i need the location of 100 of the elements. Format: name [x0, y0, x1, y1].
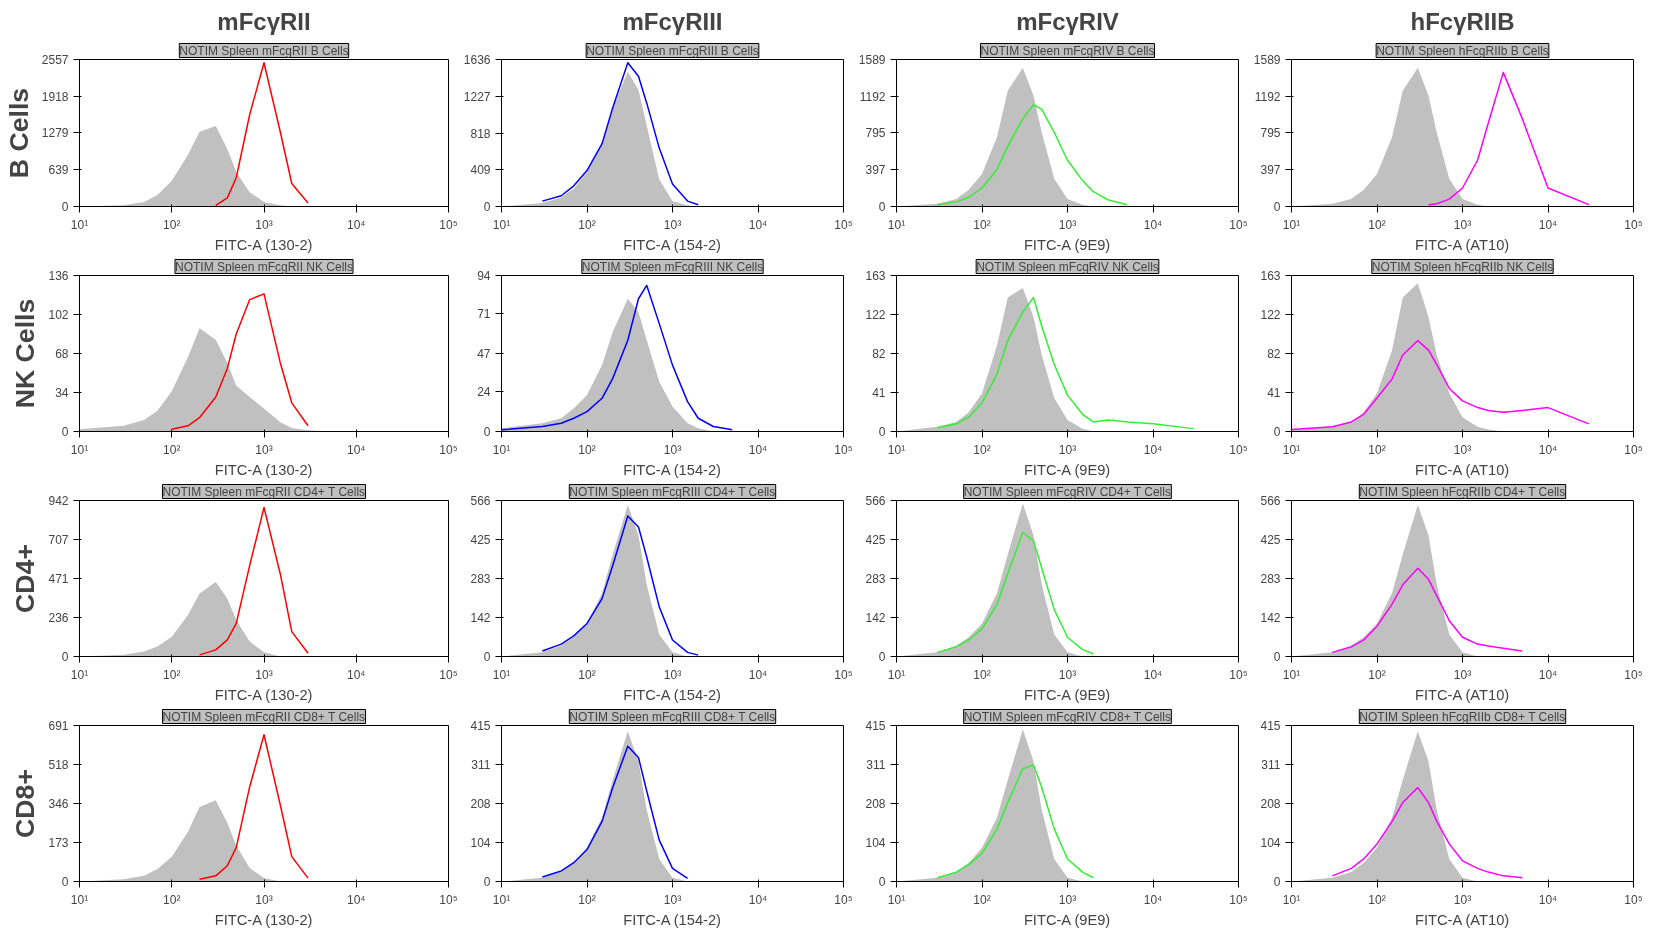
x-tick-label: 10² [973, 442, 991, 457]
y-tick-label: 0 [61, 200, 69, 214]
x-tick-label: 10² [973, 892, 991, 907]
x-tick-label: 10⁴ [347, 442, 366, 457]
x-tick-label: 10³ [1453, 667, 1472, 682]
y-tick-label: 142 [1260, 610, 1281, 625]
y-tick-label: 283 [470, 572, 491, 586]
y-tick-label: 397 [1260, 163, 1281, 178]
text: mFcγRIV [1016, 7, 1119, 35]
y-tick-label: 122 [1260, 308, 1281, 323]
y-tick-label: 415 [1260, 719, 1281, 733]
text: mFcγRIII [622, 7, 723, 35]
y-tick-label: 566 [470, 494, 491, 508]
y-tick-label: 0 [483, 200, 491, 214]
chart-title: NOTIM Spleen mFcgRIII CD4+ T Cells [569, 484, 776, 499]
x-tick-label: 10² [163, 667, 181, 682]
x-tick-label: 10³ [1453, 217, 1472, 232]
chart-title: NOTIM Spleen mFcgRIV NK Cells [976, 259, 1159, 274]
y-tick-label: 1227 [463, 89, 491, 104]
y-tick-label: 102 [48, 308, 69, 322]
x-tick-label: 10³ [663, 892, 682, 907]
x-tick-label: 10⁵ [834, 217, 853, 232]
x-tick-label: 10¹ [1282, 442, 1301, 457]
x-axis-title: FITC-A (154-2) [623, 461, 721, 478]
x-tick-label: 10² [973, 217, 991, 232]
y-tick-label: 425 [1260, 532, 1281, 547]
x-tick-label: 10⁵ [1229, 667, 1248, 682]
x-tick-label: 10² [578, 442, 596, 457]
y-tick-label: 415 [470, 719, 491, 733]
y-tick-label: 208 [865, 796, 886, 811]
y-tick-label: 41 [1267, 385, 1281, 400]
y-tick-label: 795 [1260, 126, 1281, 141]
y-tick-label: 818 [470, 126, 491, 141]
y-tick-label: 283 [1260, 572, 1281, 586]
y-tick-label: 566 [865, 494, 886, 508]
y-tick-label: 707 [48, 532, 69, 547]
x-tick-label: 10¹ [70, 667, 89, 682]
y-tick-label: 1918 [41, 89, 69, 104]
y-tick-label: 82 [872, 346, 886, 361]
y-tick-label: 236 [48, 610, 69, 625]
x-tick-label: 10⁴ [1538, 217, 1558, 232]
x-tick-label: 10⁵ [834, 667, 853, 682]
x-axis-title: FITC-A (9E9) [1023, 461, 1111, 478]
x-tick-label: 10¹ [492, 667, 511, 682]
x-tick-label: 10² [578, 892, 596, 907]
x-tick-label: 10¹ [70, 217, 89, 232]
x-tick-label: 10⁵ [439, 892, 458, 907]
x-tick-label: 10³ [255, 217, 273, 232]
x-tick-label: 10⁴ [347, 667, 366, 682]
y-tick-label: 425 [470, 532, 491, 547]
y-tick-label: 0 [878, 875, 886, 889]
x-tick-label: 10¹ [1282, 892, 1301, 907]
x-tick-label: 10¹ [492, 217, 511, 232]
y-tick-label: 0 [483, 425, 491, 439]
x-tick-label: 10⁵ [1229, 892, 1248, 907]
y-tick-label: 346 [48, 796, 69, 811]
y-tick-label: 0 [878, 425, 886, 439]
x-tick-label: 10⁴ [1538, 442, 1558, 457]
x-tick-label: 10⁴ [347, 892, 366, 907]
y-tick-label: 104 [1260, 835, 1281, 850]
x-tick-label: 10³ [1453, 892, 1472, 907]
chart-title: NOTIM Spleen hFcgRIIb CD8+ T Cells [1359, 709, 1566, 724]
y-tick-label: 0 [1273, 650, 1281, 664]
y-axis-title: CD4+ [10, 544, 41, 613]
x-tick-label: 10³ [255, 442, 273, 457]
y-tick-label: 0 [483, 875, 491, 889]
y-tick-label: 0 [483, 650, 491, 664]
x-tick-label: 10⁴ [748, 442, 768, 457]
chart-title: NOTIM Spleen mFcgRIII NK Cells [581, 259, 764, 274]
x-tick-label: 10¹ [1282, 217, 1301, 232]
y-axis-title: NK Cells [10, 298, 41, 409]
x-tick-label: 10² [973, 667, 991, 682]
x-tick-label: 10² [163, 892, 181, 907]
x-axis-title: FITC-A (154-2) [623, 236, 721, 253]
x-tick-label: 10⁵ [439, 442, 458, 457]
chart-title: NOTIM Spleen mFcgRII CD8+ T Cells [162, 709, 366, 724]
y-tick-label: 142 [470, 610, 491, 625]
y-tick-label: 518 [48, 758, 69, 773]
x-tick-label: 10² [1368, 217, 1386, 232]
x-tick-label: 10⁴ [1143, 667, 1163, 682]
chart-title: NOTIM Spleen mFcgRIV CD8+ T Cells [963, 709, 1171, 724]
y-tick-label: 1192 [859, 89, 886, 104]
chart-title: NOTIM Spleen hFcgRIIb CD4+ T Cells [1359, 484, 1566, 499]
chart-title: NOTIM Spleen mFcgRIII B Cells [586, 43, 759, 58]
x-tick-label: 10⁵ [1624, 667, 1643, 682]
y-tick-label: 104 [470, 835, 491, 850]
x-axis-title: FITC-A (AT10) [1415, 236, 1510, 253]
chart-title: NOTIM Spleen hFcgRIIb NK Cells [1371, 259, 1554, 274]
chart-title: NOTIM Spleen mFcgRIII CD8+ T Cells [569, 709, 776, 724]
x-tick-label: 10¹ [887, 667, 906, 682]
x-tick-label: 10³ [663, 667, 682, 682]
x-tick-label: 10⁵ [439, 217, 458, 232]
y-tick-label: 163 [865, 269, 886, 283]
x-tick-label: 10⁵ [834, 442, 853, 457]
y-tick-label: 163 [1260, 269, 1281, 283]
x-tick-label: 10³ [663, 217, 682, 232]
text: mFcγRII [217, 7, 311, 35]
y-tick-label: 0 [61, 875, 69, 889]
x-tick-label: 10³ [255, 892, 273, 907]
x-tick-label: 10³ [255, 667, 273, 682]
